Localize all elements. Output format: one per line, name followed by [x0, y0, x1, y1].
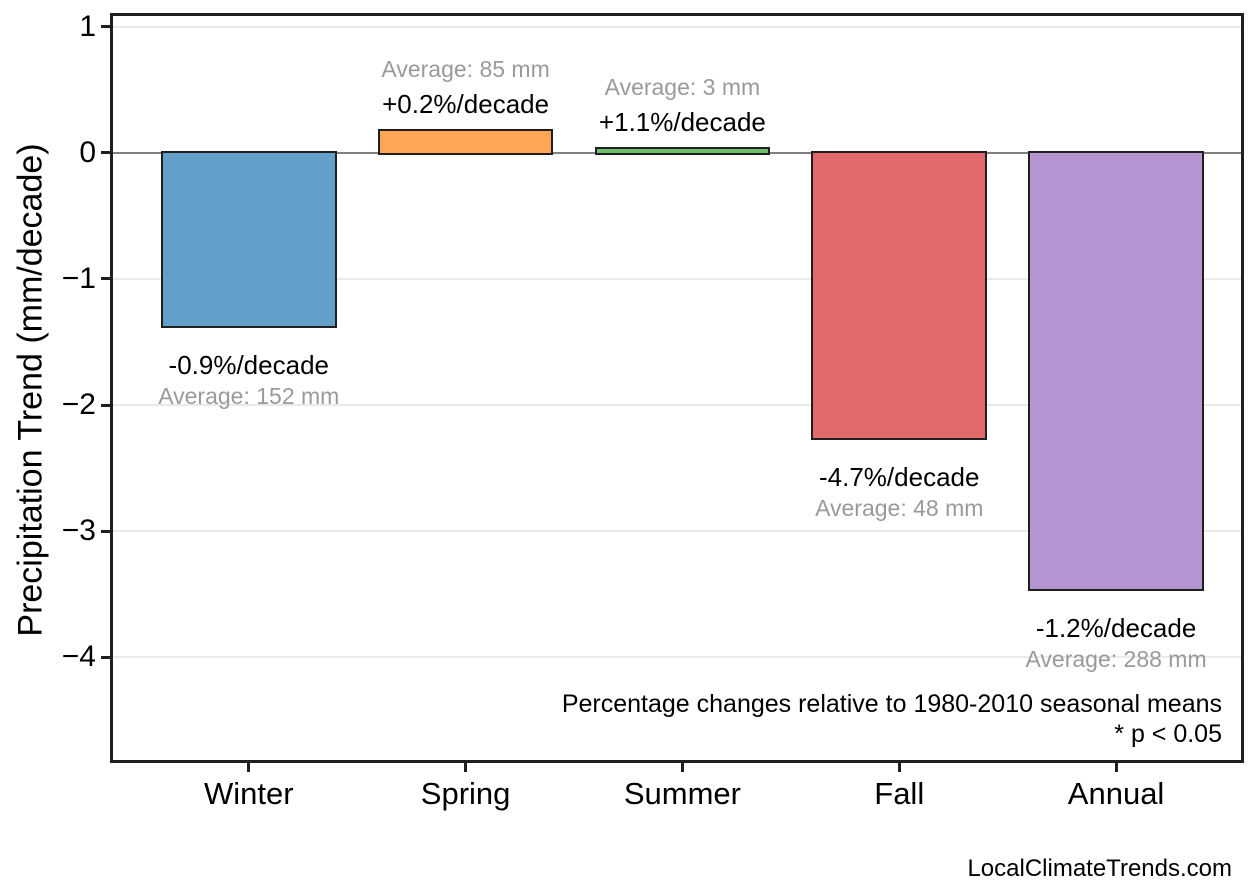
- avg-label-spring: Average: 85 mm: [381, 56, 550, 83]
- avg-label-winter: Average: 152 mm: [158, 382, 340, 409]
- pct-label-summer: +1.1%/decade: [598, 107, 766, 138]
- bar-fall: [811, 150, 988, 440]
- y-tick-mark: [101, 403, 110, 407]
- y-tick-mark: [101, 25, 110, 29]
- gridline: [110, 404, 1244, 407]
- y-tick-label: 1: [79, 9, 96, 43]
- y-tick-label: −2: [61, 388, 96, 422]
- x-tick-mark: [464, 763, 468, 772]
- y-tick-label: −4: [61, 640, 96, 674]
- gridline: [110, 277, 1244, 280]
- watermark-text: LocalClimateTrends.com: [967, 855, 1232, 882]
- bar-summer: [594, 147, 771, 155]
- y-tick-label: 0: [79, 135, 96, 169]
- x-tick-label-winter: Winter: [203, 776, 294, 811]
- x-tick-label-annual: Annual: [1067, 776, 1165, 811]
- gridline: [110, 25, 1244, 28]
- note-block: Percentage changes relative to 1980-2010…: [562, 689, 1222, 749]
- avg-label-annual: Average: 288 mm: [1025, 646, 1207, 673]
- bar-annual: [1028, 150, 1204, 592]
- y-tick-mark: [101, 277, 110, 281]
- avg-label-fall: Average: 48 mm: [815, 494, 984, 521]
- bar-winter: [160, 150, 337, 328]
- y-tick-mark: [101, 151, 110, 155]
- x-tick-mark: [897, 763, 901, 772]
- x-tick-label-summer: Summer: [623, 776, 741, 811]
- gridline: [110, 530, 1244, 533]
- pct-label-winter: -0.9%/decade: [168, 349, 329, 380]
- pct-label-fall: -4.7%/decade: [819, 461, 980, 492]
- note-line-1: Percentage changes relative to 1980-2010…: [561, 690, 1222, 718]
- x-tick-label-spring: Spring: [420, 776, 511, 811]
- x-tick-mark: [247, 763, 251, 772]
- note-line-2: * p < 0.05: [1114, 720, 1222, 748]
- x-tick-mark: [680, 763, 684, 772]
- pct-label-annual: -1.2%/decade: [1035, 613, 1197, 644]
- y-tick-mark: [101, 529, 110, 533]
- y-tick-label: −3: [61, 514, 96, 548]
- pct-label-spring: +0.2%/decade: [382, 89, 550, 120]
- y-tick-mark: [101, 655, 110, 659]
- x-tick-mark: [1114, 763, 1118, 772]
- gridline: [110, 656, 1244, 659]
- plot-area: -0.9%/decade Average: 152 mm +0.2%/decade A…: [110, 13, 1244, 763]
- avg-label-summer: Average: 3 mm: [604, 74, 761, 101]
- y-tick-label: −1: [61, 261, 96, 295]
- x-tick-label-fall: Fall: [874, 776, 925, 811]
- bar-spring: [377, 129, 554, 155]
